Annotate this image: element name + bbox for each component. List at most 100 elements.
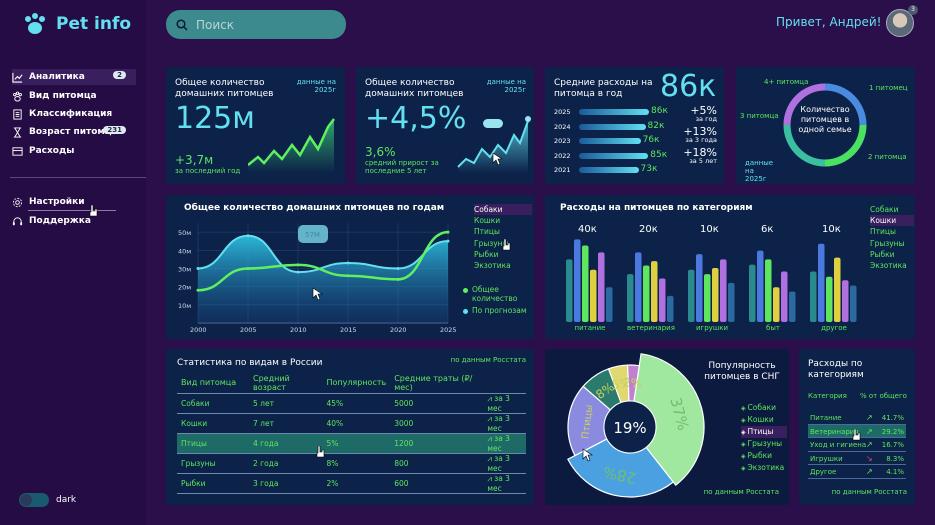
bar [720,259,727,322]
year-value: 82к [647,120,665,131]
bar [810,271,817,322]
bar [842,280,849,322]
search-input[interactable] [196,17,336,32]
column-header[interactable]: Средний возраст [249,373,323,394]
data-point [246,266,250,270]
legend-dot [463,309,468,314]
year-value: 86к [651,106,668,116]
card-note: данные на 2025г [296,78,336,94]
card-expense-categories: Расходы по категориям Категория % от общ… [799,349,915,505]
sidebar-item-label: Настройки [29,197,85,207]
legend-label: По прогнозам [472,306,527,315]
legend-item[interactable]: Экзотика [474,261,511,271]
x-tick-label: 2020 [390,326,407,334]
card-title: Расходы по категориям [808,359,864,380]
legend-label: Грызуны [747,439,783,448]
card-title: Общее количество домашних питомцев [365,78,464,99]
year-bar [579,152,649,159]
legend-item[interactable]: Рыбки [474,249,499,259]
pie-legend: ◈ Собаки ◈ Кошки ◈ Птицы ◈ Грызуны ◈ Рыбки ◈ … [741,402,787,474]
trend-cell: ⩘ за 3 мес [483,473,526,494]
sidebar-item-age[interactable]: Возраст питомца 231 [12,124,136,140]
legend-item[interactable]: ◈ Птицы [741,426,787,438]
sidebar-item-label: Возраст питомца [29,127,118,137]
bar [789,291,796,322]
sidebar-item-support[interactable]: Поддержка [12,213,136,229]
sidebar-item-analytics[interactable]: Аналитика 2 [12,69,136,85]
legend-item[interactable]: ◈ Собаки [741,402,787,414]
legend-item[interactable]: ◈ Рыбки [741,450,787,462]
donut-label: 3 питомца [740,112,779,120]
app-logo[interactable]: Pet info [22,12,131,36]
bar [598,252,605,322]
pie-title: Популярность питомцев в СНГ [704,361,780,382]
pie-center [603,400,657,454]
legend-label: Общее количество [472,285,518,303]
theme-toggle[interactable] [19,493,49,507]
sidebar: Pet info Аналитика 2 Вид питомца Классиф… [0,0,146,525]
bar [688,269,695,322]
legend-item[interactable]: Собаки [474,204,532,216]
data-point [296,270,300,274]
legend-item[interactable]: Рыбки [870,249,895,259]
year-bar [579,167,639,173]
legend-item[interactable]: Кошки [870,215,914,227]
expense-row[interactable]: Питание ↗ 41.7% [808,411,906,425]
trend-icon: ↗ [866,440,873,449]
legend-item[interactable]: Птицы [474,227,500,237]
expense-pct: 29.2% [881,427,904,436]
year-value: 73к [640,164,658,174]
cursor-icon [492,153,502,166]
table-row[interactable]: Грызуны 2 года 8% 800 ⩘ за 3 мес [177,453,526,474]
settings-underline [28,210,116,211]
x-tick-label: 2000 [190,326,207,334]
expense-row[interactable]: Уход и гигиена ↗ 16.7% [808,438,906,452]
expense-row[interactable]: Другое ↗ 4.1% [808,465,906,479]
expense-pct: 16.7% [881,441,904,449]
legend-item[interactable]: ◈ Грызуны [741,438,787,450]
column-header[interactable]: Вид питомца [177,373,249,394]
table-cell: 800 [390,453,484,474]
card-value: 125м [175,101,255,136]
expense-row[interactable]: Игрушки ↘ 8.3% [808,452,906,465]
bar [606,287,613,322]
table-row[interactable]: Рыбки 3 года 2% 600 ⩘ за 3 мес [177,473,526,494]
x-tick-label: 2005 [240,326,257,334]
expense-name: Питание [810,414,842,422]
paw-icon [13,91,22,102]
legend-item[interactable]: Собаки [870,205,899,214]
legend-item[interactable]: Грызуны [474,238,509,248]
change-value: +5% [690,104,717,117]
table-row[interactable]: Собаки 5 лет 45% 5000 ⩘ за 3 мес [177,393,526,414]
sidebar-item-expenses[interactable]: Расходы [12,143,136,159]
chart-line-icon [12,72,23,83]
table-row[interactable]: Кошки 7 лет 40% 3000 ⩘ за 3 мес [177,413,526,434]
table-cell: Грызуны [177,453,249,474]
sidebar-item-settings[interactable]: Настройки [12,194,136,210]
legend-item[interactable]: ◈ Экзотика [741,462,787,474]
change-label: за 3 года [685,136,717,144]
area-total [198,235,448,323]
table-cell: 5% [322,433,391,454]
table-row[interactable]: Птицы 4 года 5% 1200 ⩘ за 3 мес [177,433,526,454]
trend-icon: ↘ [866,453,873,463]
legend-item[interactable]: Кошки [474,216,501,226]
category-total: 40к [578,224,597,235]
search-bar[interactable] [166,10,346,39]
cursor-icon [502,239,511,251]
table-cell: 2 года [249,453,323,474]
legend-item[interactable]: Экзотика [870,261,907,271]
legend-item[interactable]: Грызуны [870,238,905,248]
column-header[interactable]: Средние траты (₽/мес) [390,373,484,394]
year-bar [579,109,649,115]
trend-label: за 3 мес [487,433,510,453]
notification-badge[interactable]: 3 [908,5,918,15]
legend-item[interactable]: Птицы [870,227,896,237]
column-header[interactable]: Популярность [322,373,391,394]
legend-item[interactable]: ◈ Кошки [741,414,787,426]
change-item: +18% за 5 лет [681,147,717,165]
sidebar-item-classification[interactable]: Классификация [12,106,136,122]
table-source: по данным Росстата [450,356,526,364]
sidebar-item-pet-type[interactable]: Вид питомца [12,88,136,104]
expense-name: Ветеринария [810,427,859,436]
